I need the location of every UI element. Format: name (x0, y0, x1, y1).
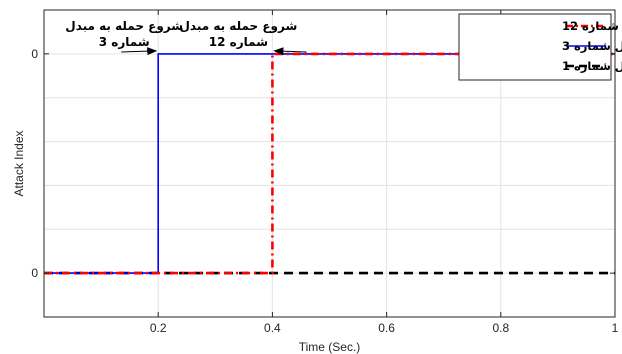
ticks: 0.2 0.4 0.6 0.8 1 0 0 (31, 10, 619, 335)
annotation-text: شروع حمله به مبدل (180, 19, 298, 34)
series-layer (44, 52, 615, 275)
x-tick-label: 0.2 (150, 321, 167, 335)
annotation-arrow (121, 47, 158, 56)
x-tick-label: 1 (612, 321, 619, 335)
y-axis-label: Attack Index (12, 130, 26, 196)
annotation-arrow (273, 47, 307, 56)
x-axis-label: Time (Sec.) (299, 340, 361, 354)
x-tick-label: 0.8 (492, 321, 509, 335)
legend-label: مبدل شماره 1 (562, 59, 622, 73)
annotation-text: شماره 3 (99, 35, 150, 49)
annotation-text: شماره 12 (209, 35, 268, 49)
x-tick-label: 0.6 (378, 321, 395, 335)
legend-label: مبدل شماره 12 (562, 19, 622, 33)
y-tick-label: 0 (31, 47, 38, 61)
annotation-text: شروع حمله به مبدل (65, 19, 183, 34)
legend: مبدل شماره 12 مبدل شماره 3 مبدل شماره 1 (458, 13, 622, 81)
plot-frame (43, 9, 616, 318)
legend-label: مبدل شماره 3 (562, 39, 622, 53)
series-line (44, 52, 615, 275)
y-tick-label: 0 (31, 266, 38, 280)
x-tick-label: 0.4 (264, 321, 281, 335)
